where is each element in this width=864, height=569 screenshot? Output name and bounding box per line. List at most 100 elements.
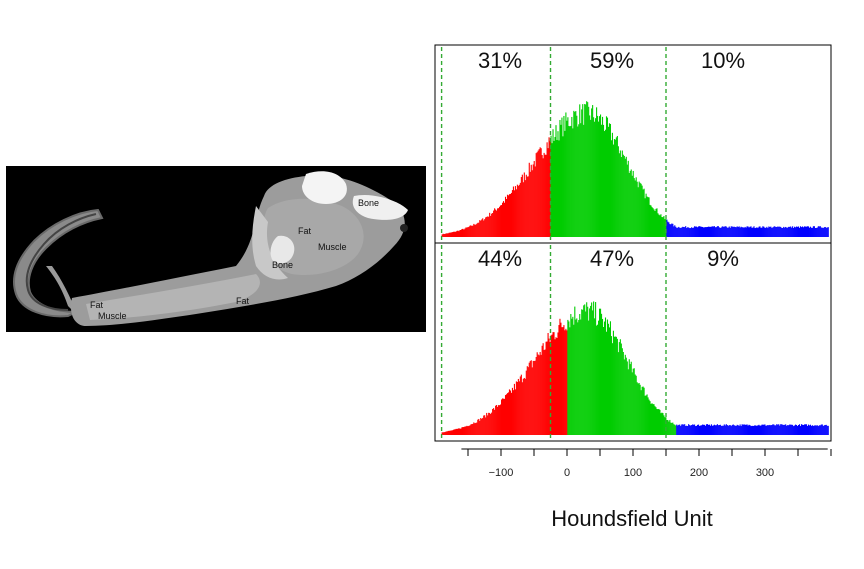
histogram-bar: [627, 160, 629, 237]
histogram-bar: [782, 424, 784, 435]
histogram-bar: [474, 423, 476, 435]
histogram-bar: [594, 318, 596, 435]
histogram-bar: [516, 184, 518, 237]
ct-bone-mid: [270, 235, 295, 264]
histogram-bar: [511, 387, 513, 435]
histogram-bar: [502, 398, 505, 435]
histogram-bar: [815, 227, 817, 237]
histogram-bar: [536, 152, 538, 237]
histogram-bar: [605, 331, 608, 435]
histogram-bar: [611, 132, 613, 237]
histogram-bar: [690, 425, 692, 435]
histogram-bar: [761, 424, 763, 435]
histogram-bar: [825, 424, 827, 435]
histogram-bar: [766, 425, 768, 435]
histogram-bar: [555, 337, 557, 435]
histogram-bar: [559, 119, 561, 237]
histogram-bar: [751, 227, 753, 237]
histogram-bar: [823, 227, 825, 237]
histogram-bar: [618, 342, 620, 435]
histogram-bar: [453, 231, 455, 237]
histogram-bar: [450, 430, 452, 435]
histogram-bar: [518, 381, 520, 435]
ct-label-fat-1: Fat: [298, 226, 312, 236]
histogram-bar: [795, 227, 797, 237]
histogram-bar: [656, 408, 658, 435]
histogram-bar: [756, 227, 758, 237]
histogram-bar: [616, 135, 618, 237]
histogram-bar: [819, 226, 821, 237]
histogram-bar: [591, 108, 593, 237]
histogram-bar: [588, 320, 590, 435]
histogram-bar: [628, 172, 630, 237]
histogram-bar: [600, 313, 603, 435]
histogram-bar: [496, 404, 498, 435]
panel-1-thresholds: [440, 47, 667, 241]
histogram-bar: [558, 325, 560, 435]
histogram-bar: [681, 424, 683, 435]
histogram-bar: [730, 226, 732, 237]
histogram-bar: [815, 425, 817, 435]
histogram-bar: [753, 425, 755, 435]
histogram-bar: [625, 156, 627, 237]
histogram-bar: [755, 425, 757, 435]
histogram-bar: [544, 154, 546, 237]
ct-tissue-strip-inner: [25, 213, 97, 311]
histogram-bar: [487, 415, 489, 435]
histogram-bar: [689, 425, 691, 435]
histogram-bar: [481, 418, 483, 435]
histogram-bar: [492, 213, 494, 237]
histogram-bar: [600, 114, 602, 237]
histogram-bar: [797, 426, 799, 435]
histogram-bar: [519, 182, 521, 237]
histogram-bar: [473, 223, 475, 237]
histogram-bar: [674, 225, 676, 237]
histogram-bar: [573, 110, 575, 237]
histogram-bar: [688, 227, 690, 237]
histogram-bar: [559, 318, 561, 435]
histogram-bar: [495, 209, 497, 237]
histogram-bar: [721, 226, 723, 237]
histogram-bar: [754, 228, 756, 237]
histogram-bar: [803, 424, 806, 435]
histogram-bar: [466, 425, 468, 435]
histogram-bar: [459, 230, 461, 237]
histogram-bar: [818, 425, 820, 435]
histogram-bar: [781, 424, 783, 435]
histogram-bar: [620, 343, 622, 435]
histogram-bar: [780, 226, 782, 237]
histogram-bar: [525, 370, 527, 435]
histogram-bar: [772, 424, 774, 435]
histogram-bar: [699, 425, 702, 435]
ct-scan-image: Bone Fat Muscle Bone Fat Fat Muscle: [6, 166, 426, 332]
histogram-bar: [544, 349, 546, 435]
histogram-bar: [739, 227, 741, 237]
histogram-bar: [704, 425, 707, 435]
histogram-bar: [536, 352, 538, 435]
histogram-bar: [592, 105, 594, 237]
x-ticks: [467, 449, 832, 456]
histogram-bar: [642, 386, 644, 435]
histogram-bar: [806, 425, 809, 435]
histogram-bar: [718, 227, 720, 237]
histogram-bar: [497, 406, 499, 435]
histogram-bar: [742, 227, 744, 237]
histogram-bar: [697, 424, 699, 435]
histogram-bar: [515, 381, 517, 435]
histogram-bar: [590, 119, 592, 237]
histogram-bar: [701, 226, 704, 237]
histogram-bar: [451, 232, 453, 237]
histogram-bar: [506, 194, 509, 237]
histogram-bar: [827, 425, 829, 435]
histogram-bar: [532, 360, 534, 435]
histogram-bar: [491, 412, 493, 435]
histogram-bar: [696, 425, 698, 435]
histogram-bar: [569, 126, 571, 237]
ct-bone-right: [352, 194, 408, 220]
histogram-bar: [745, 424, 747, 435]
histogram-bar: [634, 374, 636, 435]
histogram-bar: [623, 155, 625, 237]
histogram-bar: [575, 319, 577, 435]
histogram-bar: [449, 430, 451, 435]
histogram-bar: [792, 424, 794, 435]
